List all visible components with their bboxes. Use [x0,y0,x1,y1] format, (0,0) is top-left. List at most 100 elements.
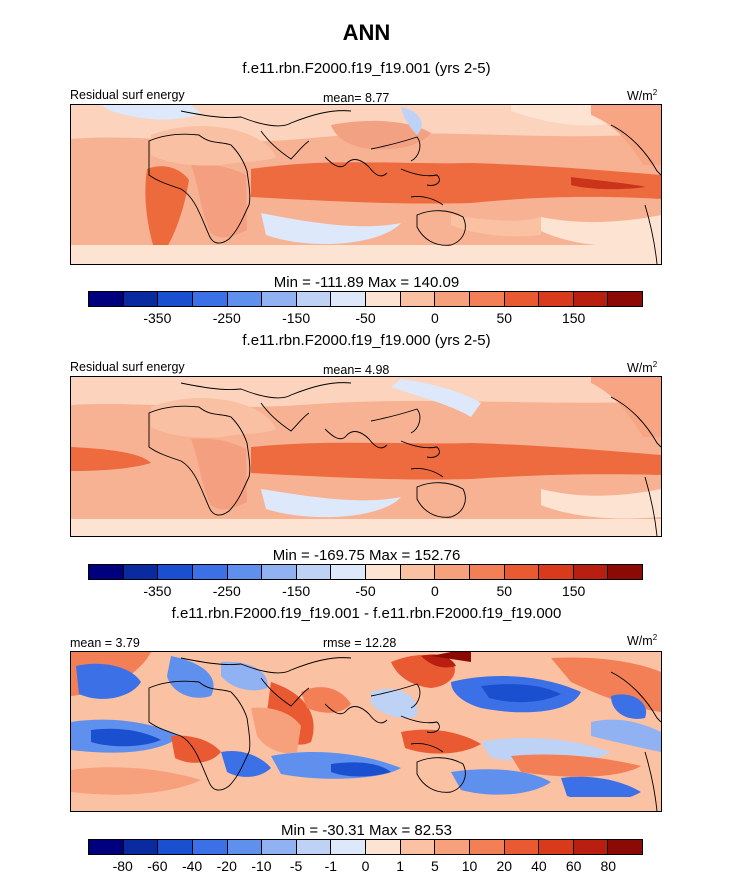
panel-2-mean-label: mean= 4.98 [323,363,390,377]
panel-2-variable-label: Residual surf energy [70,360,185,374]
colorbar-swatch [192,840,228,854]
colorbar-swatch [573,565,609,579]
colorbar-tick-label: -150 [282,583,311,599]
colorbar-2-labels: -350 -250 -150 -50 0 50 150 [88,583,643,601]
colorbar-swatch [262,565,297,579]
panel-1-variable-label: Residual surf energy [70,88,185,102]
colorbar-tick-label: 0 [361,858,370,874]
colorbar-swatch [435,840,470,854]
colorbar-swatch [400,840,436,854]
colorbar-1-labels: -350 -250 -150 -50 0 50 150 [88,310,643,328]
colorbar-swatch [89,565,124,579]
colorbar-swatch [435,565,470,579]
colorbar-tick-label: 60 [565,858,582,874]
panel-2-units: W/m2 [627,360,658,376]
colorbar-swatch [539,292,574,306]
panel-2-map [70,376,662,537]
colorbar-swatch [192,292,228,306]
colorbar-swatch [89,292,124,306]
colorbar-swatch [158,840,193,854]
colorbar-tick-label: 0 [430,310,439,326]
colorbar-swatch [400,565,436,579]
panel-3-units: W/m2 [627,633,658,649]
colorbar-swatch [262,840,297,854]
colorbar-tick-label: 10 [461,858,478,874]
colorbar-tick-label: -40 [181,858,203,874]
colorbar-swatch [89,840,124,854]
colorbar-swatch [608,840,642,854]
colorbar-swatch [539,840,574,854]
panel-2-min-max: Min = -169.75 Max = 152.76 [272,547,461,564]
colorbar-swatch [366,565,401,579]
colorbar-tick-label: -350 [143,310,172,326]
colorbar-swatch [227,565,263,579]
colorbar-tick-label: -80 [112,858,133,874]
colorbar-swatch [296,840,332,854]
colorbar-tick-label: -350 [143,583,172,599]
colorbar-tick-label: 1 [396,858,405,874]
panel-3-rmse-label: rmse = 12.28 [323,636,397,650]
colorbar-swatch [262,292,297,306]
colorbar-tick-label: -50 [355,310,376,326]
panel-3-mean-label: mean = 3.79 [70,636,140,650]
colorbar-swatch [573,840,609,854]
panel-1-min-max: Min = -111.89 Max = 140.09 [273,274,460,291]
panel-1-map [70,104,662,265]
panel-2-title: f.e11.rbn.F2000.f19_f19.000 (yrs 2-5) [242,332,491,349]
colorbar-tick-label: 0 [430,583,439,599]
colorbar-tick-label: 5 [430,858,439,874]
colorbar-tick-label: -250 [212,583,241,599]
panel-3-min-max: Min = -30.31 Max = 82.53 [281,822,452,839]
colorbar-tick-label: -150 [282,310,311,326]
colorbar-tick-label: 50 [496,583,513,599]
colorbar-tick-label: -20 [216,858,237,874]
colorbar-tick-label: 50 [496,310,513,326]
colorbar-swatch [331,292,366,306]
colorbar-swatch [227,840,263,854]
colorbar-3 [88,839,643,855]
colorbar-tick-label: 80 [600,858,617,874]
colorbar-tick-label: -1 [324,858,338,874]
panel-1-units: W/m2 [627,88,658,104]
colorbar-swatch [158,292,193,306]
colorbar-1 [88,291,643,307]
colorbar-swatch [608,292,642,306]
colorbar-swatch [123,840,159,854]
colorbar-swatch [123,565,159,579]
colorbar-swatch [539,565,574,579]
colorbar-swatch [469,840,505,854]
colorbar-swatch [504,292,540,306]
panel-1-mean-label: mean= 8.77 [323,91,390,105]
colorbar-tick-label: -10 [251,858,272,874]
colorbar-2 [88,564,643,580]
colorbar-swatch [504,565,540,579]
figure-title: ANN [342,20,391,45]
colorbar-swatch [123,292,159,306]
colorbar-swatch [331,840,366,854]
colorbar-tick-label: -250 [212,310,241,326]
colorbar-tick-label: -5 [289,858,303,874]
colorbar-swatch [227,292,263,306]
colorbar-swatch [331,565,366,579]
colorbar-tick-label: 40 [531,858,547,874]
panel-1-title: f.e11.rbn.F2000.f19_f19.001 (yrs 2-5) [242,60,491,77]
colorbar-3-labels: -80 -60 -40 -20 -10 -5 -1 0 1 5 10 20 40 60 80 [88,858,643,876]
colorbar-swatch [608,565,642,579]
colorbar-swatch [435,292,470,306]
colorbar-swatch [192,565,228,579]
colorbar-swatch [469,292,505,306]
colorbar-swatch [296,565,332,579]
colorbar-swatch [400,292,436,306]
panel-3-map [70,651,662,812]
colorbar-swatch [573,292,609,306]
colorbar-swatch [158,565,193,579]
colorbar-swatch [366,840,401,854]
panel-3-title: f.e11.rbn.F2000.f19_f19.001 - f.e11.rbn.… [171,605,562,622]
colorbar-tick-label: 20 [496,858,513,874]
colorbar-swatch [504,840,540,854]
colorbar-swatch [366,292,401,306]
colorbar-swatch [469,565,505,579]
colorbar-swatch [296,292,332,306]
colorbar-tick-label: -60 [147,858,168,874]
colorbar-tick-label: 150 [561,310,586,326]
